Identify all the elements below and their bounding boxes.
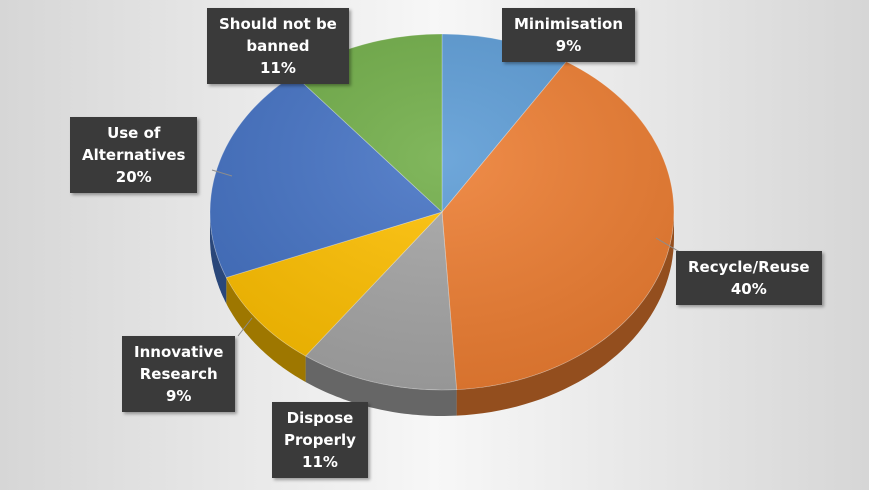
pie-side-dispose-properly — [305, 356, 457, 416]
leader-line-innovative-research — [237, 317, 253, 337]
data-label-should-not-be-banned: Should not be banned 11% — [207, 8, 349, 84]
pie-side-recycle-reuse — [456, 212, 674, 416]
data-label-dispose-properly: Dispose Properly 11% — [272, 402, 368, 478]
pie-slices — [209, 33, 675, 391]
data-label-minimisation: Minimisation 9% — [502, 8, 636, 62]
data-label-recycle-reuse: Recycle/Reuse 40% — [676, 251, 822, 305]
data-label-use-of-alternatives: Use of Alternatives 20% — [70, 117, 198, 193]
pie-side-use-of-alternatives — [210, 212, 227, 304]
data-label-innovative-research: Innovative Research 9% — [122, 336, 236, 412]
leader-line-use-of-alternatives — [211, 169, 233, 177]
pie-shading — [210, 34, 674, 390]
pie-sides — [210, 212, 674, 416]
pie-side-innovative-research — [226, 277, 306, 382]
